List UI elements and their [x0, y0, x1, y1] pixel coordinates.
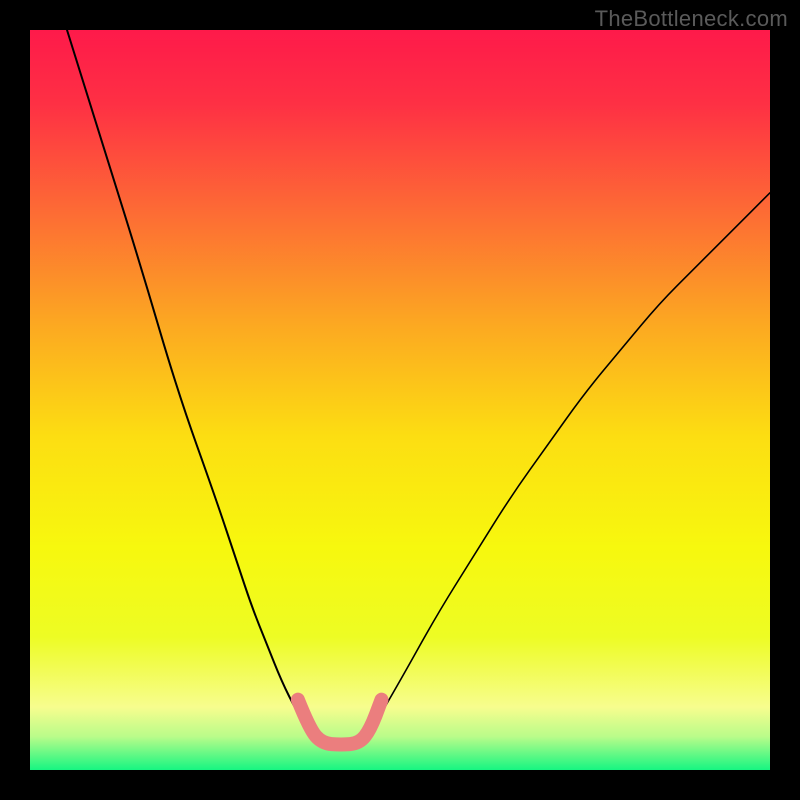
bottleneck-chart — [0, 0, 800, 800]
